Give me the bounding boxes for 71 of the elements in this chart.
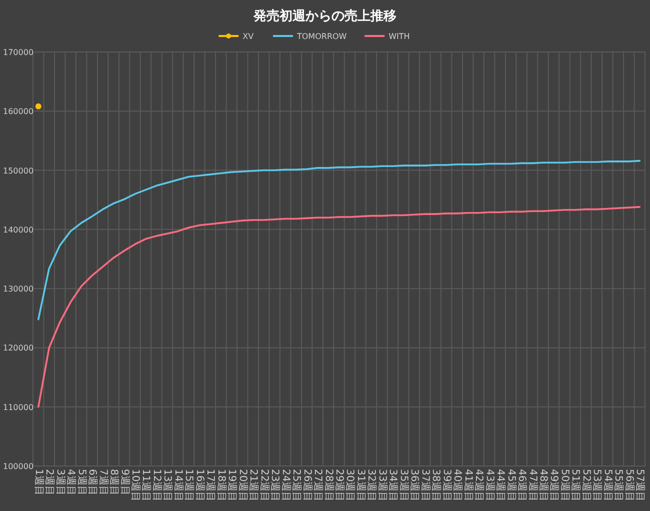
x-tick-label: 9週目 [118,469,130,496]
x-tick-label: 18週目 [215,469,226,502]
x-tick-label: 21週目 [248,469,259,502]
x-tick-label: 13週目 [162,469,173,502]
x-tick-label: 23週目 [269,469,280,502]
y-tick-label: 160000 [3,107,34,116]
x-tick-label: 16週目 [194,469,205,502]
legend-label: WITH [388,32,410,41]
y-tick-label: 100000 [3,462,34,471]
x-tick-label: 43週目 [484,469,495,502]
x-tick-label: 44週目 [494,469,506,502]
x-tick-label: 24週目 [280,469,291,502]
y-tick-label: 130000 [3,284,34,294]
x-tick-label: 52週目 [580,469,592,502]
x-tick-label: 26週目 [301,469,312,502]
x-tick-label: 48週目 [538,469,548,502]
x-tick-label: 32週目 [366,469,377,502]
x-tick-label: 1週目 [32,469,44,496]
x-tick-label: 33週目 [376,469,388,502]
x-tick-label: 10週目 [130,469,140,502]
x-tick-label: 14週目 [172,469,184,502]
x-tick-label: 39週目 [440,469,452,502]
x-tick-label: 27週目 [312,469,324,502]
x-tick-label: 11週目 [140,469,152,502]
x-tick-label: 8週目 [108,469,120,496]
x-tick-label: 35週目 [398,469,409,502]
x-tick-label: 17週目 [204,469,216,502]
x-tick-label: 51週目 [570,469,581,502]
line-series [37,206,641,408]
x-tick-label: 7週目 [97,469,108,496]
x-tick-label: 47週目 [526,469,538,502]
x-tick-label: 38週目 [430,469,442,502]
x-tick-label: 29週目 [334,469,344,502]
x-tick-label: 56週目 [623,469,634,502]
y-tick-label: 110000 [3,402,34,412]
chart-title: 発売初週からの売上推移 [252,8,396,24]
x-tick-label: 37週目 [419,469,430,502]
legend-label: XV [242,32,254,41]
y-tick-label: 150000 [3,166,34,176]
x-tick-label: 34週目 [387,469,398,502]
x-tick-label: 55週目 [612,469,624,502]
y-tick-label: 170000 [3,48,34,57]
x-tick-label: 25週目 [290,469,302,502]
y-tick-label: 140000 [3,225,34,234]
x-tick-label: 36週目 [408,469,420,502]
x-tick-label: 15週目 [183,469,194,502]
x-tick-label: 3週目 [54,469,66,496]
x-tick-label: 28週目 [322,469,334,502]
line-series [37,160,641,320]
x-tick-label: 31週目 [354,469,366,502]
x-tick-label: 40週目 [452,469,463,502]
y-tick-label: 120000 [3,344,34,353]
legend-label: TOMORROW [296,32,347,41]
x-tick-label: 19週目 [226,469,238,502]
x-tick-label: 41週目 [462,469,474,502]
x-tick-label: 20週目 [236,469,248,502]
x-tick-label: 30週目 [344,469,356,502]
x-tick-label: 2週目 [44,469,55,496]
x-tick-label: 49週目 [548,469,560,502]
x-tick-label: 45週目 [505,469,516,502]
x-tick-label: 42週目 [473,469,484,502]
x-tick-label: 6週目 [86,469,98,496]
x-tick-label: 5週目 [76,469,87,496]
x-tick-label: 53週目 [591,469,602,502]
x-tick-label: 22週目 [258,469,270,502]
x-tick-label: 12週目 [150,469,162,502]
x-tick-label: 4週目 [65,469,76,496]
x-tick-label: 57週目 [634,469,646,502]
x-tick-label: 46週目 [516,469,528,502]
x-tick-label: 54週目 [602,469,613,502]
x-tick-label: 50週目 [558,469,570,502]
